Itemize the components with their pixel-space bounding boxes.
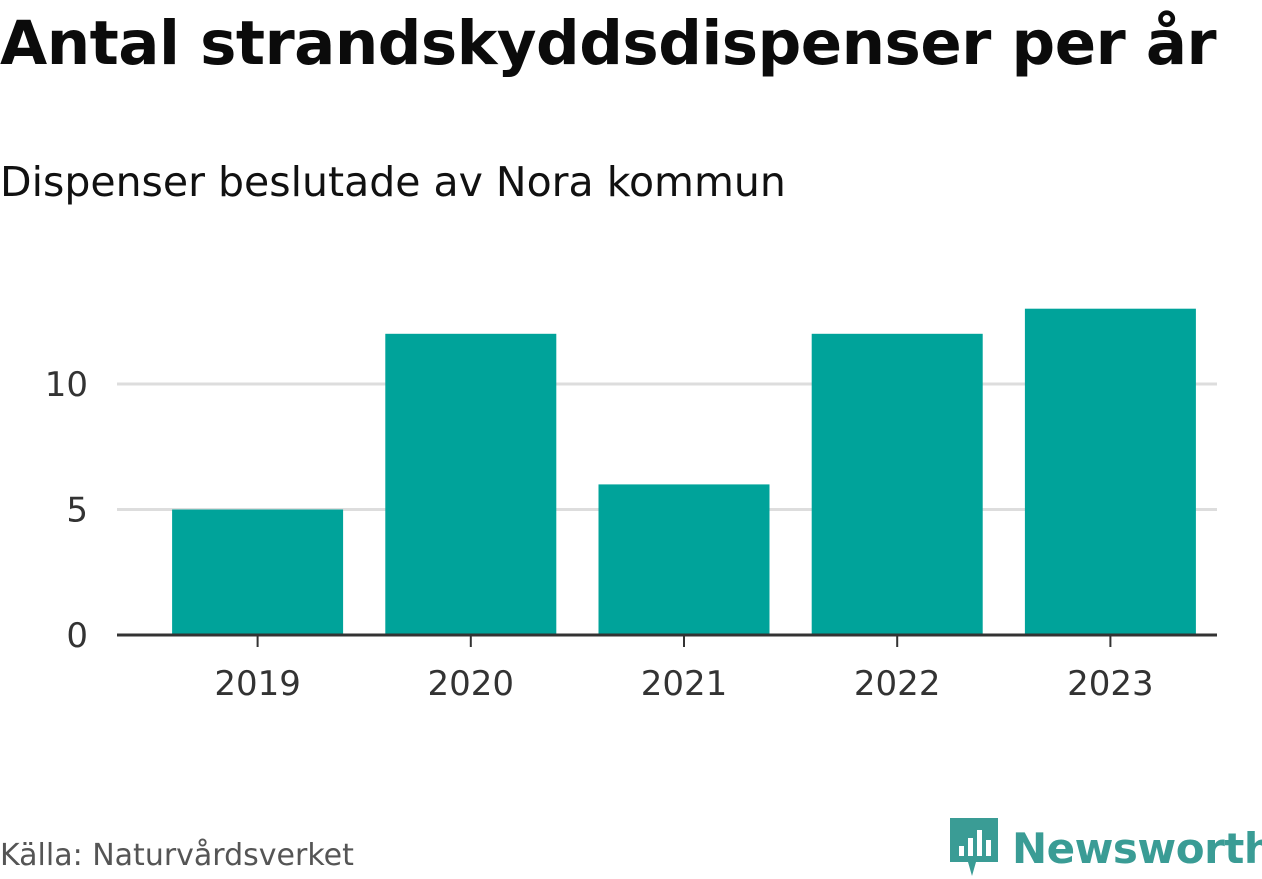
bar-2019 [172,509,344,635]
x-tick-label: 2021 [641,664,728,704]
bar-2023 [1024,308,1196,635]
newsworthy-logo: Newsworthy [950,818,1262,878]
axes: 0 5 10 2019 2020 2021 2022 2023 [45,365,1217,704]
x-tick-label: 2020 [428,664,515,704]
chart-subtitle: Dispenser beslutade av Nora kommun [0,158,786,206]
y-tick-label: 0 [66,616,88,656]
bar-2022 [811,333,983,635]
newsworthy-logo-icon [950,818,998,876]
chart-title: Antal strandskyddsdispenser per år [0,8,1217,79]
x-tick-label: 2023 [1067,664,1154,704]
bar-2021 [598,484,770,635]
source-note: Källa: Naturvårdsverket [0,838,354,873]
x-tick-label: 2019 [214,664,301,704]
bars [172,308,1196,635]
newsworthy-logo-text: Newsworthy [1012,823,1262,873]
y-tick-label: 5 [66,491,88,531]
x-tick-label: 2022 [854,664,941,704]
y-tick-label: 10 [45,365,88,405]
bar-2020 [385,333,557,635]
